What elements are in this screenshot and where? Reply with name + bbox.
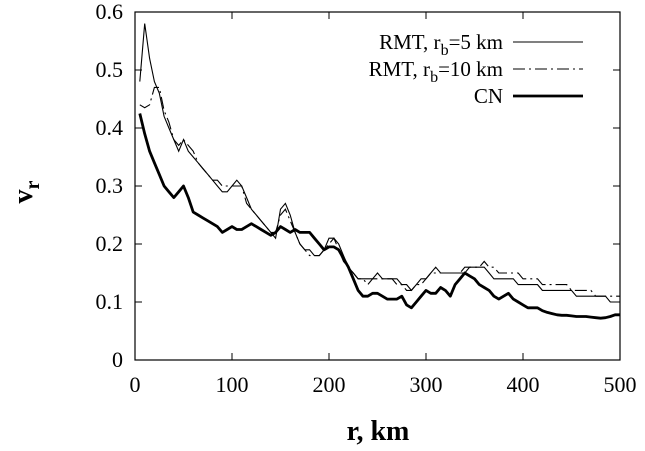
- legend-label-text-rest: =10 km: [438, 57, 503, 81]
- series-layer: [138, 23, 620, 320]
- y-tick-label: 0: [112, 347, 123, 372]
- y-tick-label: 0.4: [96, 115, 124, 140]
- legend-label-subscript: b: [441, 42, 449, 59]
- legend-label-text: RMT, r: [379, 30, 440, 54]
- legend-label-subscript: b: [430, 69, 438, 86]
- legend-label-text: RMT, r: [369, 57, 430, 81]
- y-tick-label: 0.2: [96, 231, 124, 256]
- y-axis-title: vr: [8, 180, 44, 203]
- x-tick-label: 400: [507, 372, 540, 397]
- y-tick-label: 0.1: [96, 289, 124, 314]
- series-line-1: [139, 23, 620, 303]
- y-tick-label: 0.5: [96, 57, 124, 82]
- y-axis-title-subscript: r: [22, 180, 44, 189]
- legend-label-text-rest: =5 km: [449, 30, 503, 54]
- axis-ticks: 0 100 200 300 400 500 0 0.1 0.2 0.3 0.4 0.5 0.6: [96, 0, 637, 397]
- legend-label-text: CN: [474, 84, 503, 108]
- x-axis-title: r, km: [347, 416, 410, 447]
- series-line-2: [139, 86, 620, 297]
- x-tick-label: 0: [130, 372, 141, 397]
- series-line-3: [138, 113, 620, 320]
- x-tick-label: 100: [216, 372, 249, 397]
- y-tick-label: 0.6: [96, 0, 124, 24]
- x-tick-label: 300: [410, 372, 443, 397]
- y-tick-label: 0.3: [96, 173, 124, 198]
- legend-label: RMT, rb=5 km: [379, 30, 503, 59]
- x-tick-label: 200: [313, 372, 346, 397]
- x-tick-label: 500: [604, 372, 637, 397]
- y-axis-title-main: v: [8, 189, 39, 203]
- legend-label: CN: [474, 84, 503, 108]
- legend-label: RMT, rb=10 km: [369, 57, 503, 86]
